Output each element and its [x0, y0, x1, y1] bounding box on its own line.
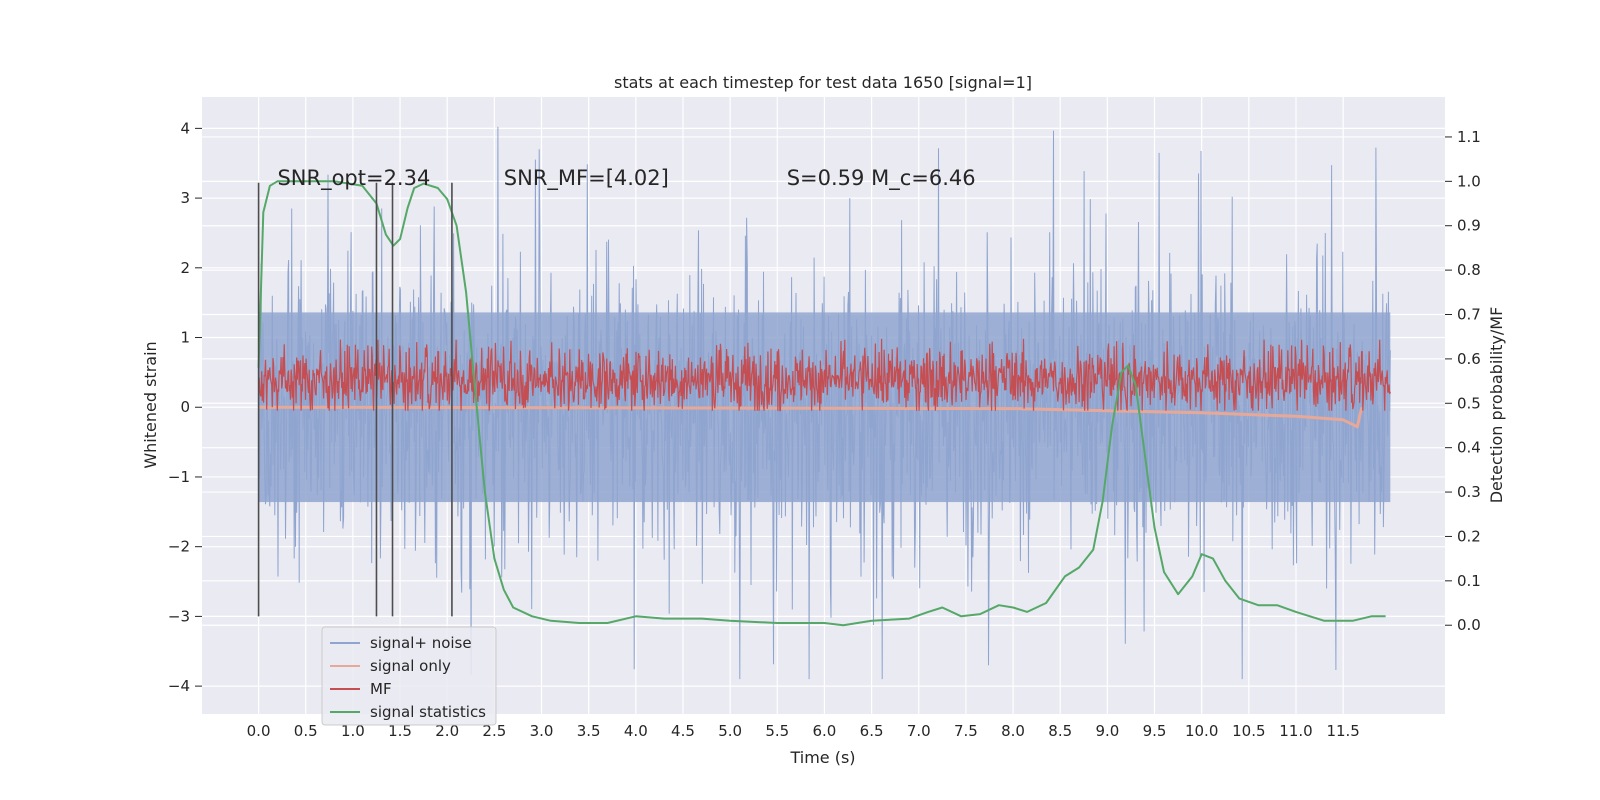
right-y-tick-label: 0.1 — [1457, 572, 1481, 590]
annotation-0: SNR_opt=2.34 — [277, 166, 430, 191]
x-axis-label: Time (s) — [789, 748, 855, 767]
right-y-tick-labels: 1.1 1.0 0.9 0.8 0.7 0.6 0.5 0.4 0.3 0.2 0.1 0.0 — [1445, 128, 1481, 634]
x-tick-labels: 0.0 0.5 1.0 1.5 2.0 2.5 3.0 3.5 4.0 4.5 5.0 5.5 6.0 6… — [247, 722, 1360, 740]
x-tick-label: 11.0 — [1279, 722, 1312, 740]
series-line-1 — [258, 405, 1364, 429]
left-y-tick-label: 3 — [180, 189, 190, 207]
x-tick-label: 3.0 — [530, 722, 554, 740]
right-y-tick-label: 0.5 — [1457, 394, 1481, 412]
x-tick-label: 9.5 — [1143, 722, 1167, 740]
x-tick-label: 7.0 — [907, 722, 931, 740]
right-y-tick-label: 0.2 — [1457, 527, 1481, 545]
legend-label: signal only — [370, 657, 451, 675]
right-y-tick-label: 0.3 — [1457, 483, 1481, 501]
right-y-tick-label: 1.1 — [1457, 128, 1481, 146]
legend-label: signal statistics — [370, 703, 486, 721]
left-y-axis-label: Whitened strain — [141, 341, 160, 468]
right-y-tick-label: 0.9 — [1457, 217, 1481, 235]
legend: signal+ noise signal only MF signal statist… — [321, 626, 497, 726]
x-tick-label: 6.5 — [860, 722, 884, 740]
x-tick-label: 1.5 — [388, 722, 412, 740]
right-y-tick-label: 0.7 — [1457, 306, 1481, 324]
x-tick-label: 5.0 — [718, 722, 742, 740]
x-tick-label: 0.0 — [247, 722, 271, 740]
left-y-tick-label: −2 — [168, 538, 190, 556]
annotation-2: S=0.59 M_c=6.46 — [787, 166, 976, 191]
left-y-tick-label: 0 — [180, 398, 190, 416]
left-y-tick-labels: 4 3 2 1 0 −1 −2 −3 −4 — [168, 119, 202, 695]
legend-label: MF — [370, 680, 392, 698]
x-tick-label: 9.0 — [1095, 722, 1119, 740]
x-tick-label: 10.5 — [1232, 722, 1265, 740]
left-y-tick-label: −3 — [168, 607, 190, 625]
right-y-tick-label: 0.0 — [1457, 616, 1481, 634]
x-tick-label: 11.5 — [1326, 722, 1359, 740]
annotation-1: SNR_MF=[4.02] — [504, 166, 669, 191]
x-tick-label: 2.0 — [435, 722, 459, 740]
x-tick-label: 3.5 — [577, 722, 601, 740]
left-y-tick-label: 1 — [180, 329, 190, 347]
series-layer — [257, 126, 1391, 680]
x-tick-label: 6.0 — [813, 722, 837, 740]
chart-title: stats at each timestep for test data 165… — [614, 73, 1032, 92]
x-tick-label: 10.0 — [1185, 722, 1218, 740]
x-tick-label: 5.5 — [765, 722, 789, 740]
x-tick-label: 2.5 — [482, 722, 506, 740]
annotations: SNR_opt=2.34 SNR_MF=[4.02] S=0.59 M_c=6.46 — [277, 166, 975, 191]
right-y-tick-label: 1.0 — [1457, 172, 1481, 190]
right-y-tick-label: 0.6 — [1457, 350, 1481, 368]
legend-items: signal+ noise signal only MF signal statist… — [330, 634, 486, 721]
x-tick-label: 0.5 — [294, 722, 318, 740]
legend-box — [321, 626, 497, 726]
legend-label: signal+ noise — [370, 634, 472, 652]
left-y-tick-label: 4 — [180, 119, 190, 137]
vertical-markers — [257, 182, 453, 617]
x-tick-label: 4.5 — [671, 722, 695, 740]
x-tick-label: 8.5 — [1048, 722, 1072, 740]
x-tick-label: 1.0 — [341, 722, 365, 740]
x-tick-label: 4.0 — [624, 722, 648, 740]
left-y-tick-label: 2 — [180, 259, 190, 277]
series-line-2 — [258, 338, 1391, 412]
right-y-tick-label: 0.8 — [1457, 261, 1481, 279]
x-tick-label: 7.5 — [954, 722, 978, 740]
right-y-axis-label: Detection probability/MF — [1487, 307, 1506, 504]
series-line-3 — [257, 180, 1386, 627]
left-y-tick-label: −4 — [168, 677, 190, 695]
x-tick-label: 8.0 — [1001, 722, 1025, 740]
left-y-tick-label: −1 — [168, 468, 190, 486]
right-y-tick-label: 0.4 — [1457, 439, 1481, 457]
